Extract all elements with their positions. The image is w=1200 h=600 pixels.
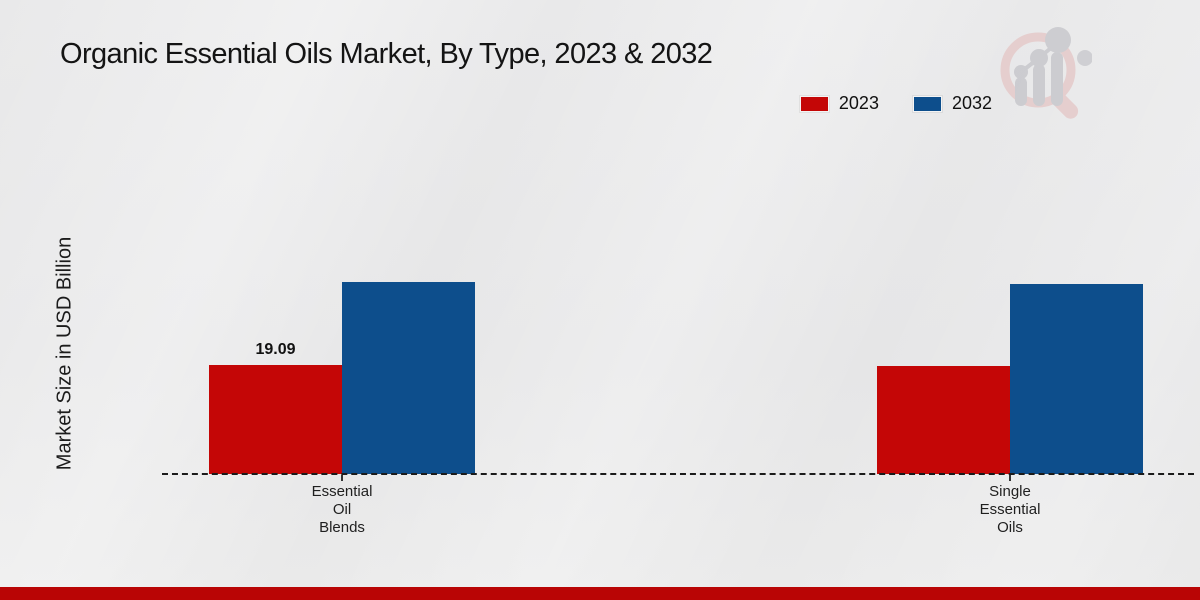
x-axis-tick — [341, 475, 343, 481]
x-axis-tick — [1009, 475, 1011, 481]
x-category-label: Single Essential Oils — [979, 483, 1041, 536]
bar-2023-cat1 — [877, 366, 1010, 474]
legend-item-2032: 2032 — [912, 93, 992, 114]
x-axis-baseline — [162, 473, 1194, 475]
legend-swatch-2032 — [912, 95, 942, 112]
legend-item-2023: 2023 — [799, 93, 879, 114]
bar-2032-cat0 — [342, 282, 475, 474]
bar-2032-cat1 — [1010, 284, 1143, 474]
bar-2023-cat0 — [209, 365, 342, 474]
magnifier-bar-chart-logo-icon — [1000, 27, 1092, 119]
legend-label-2023: 2023 — [838, 93, 879, 113]
x-category-label: Essential Oil Blends — [311, 483, 373, 536]
bar-value-label: 19.09 — [255, 341, 296, 358]
footer-accent-bar — [0, 587, 1200, 600]
chart-title: Organic Essential Oils Market, By Type, … — [60, 38, 713, 70]
legend-label-2032: 2032 — [951, 93, 992, 113]
legend: 2023 2032 — [799, 93, 992, 114]
legend-swatch-2023 — [799, 95, 829, 112]
